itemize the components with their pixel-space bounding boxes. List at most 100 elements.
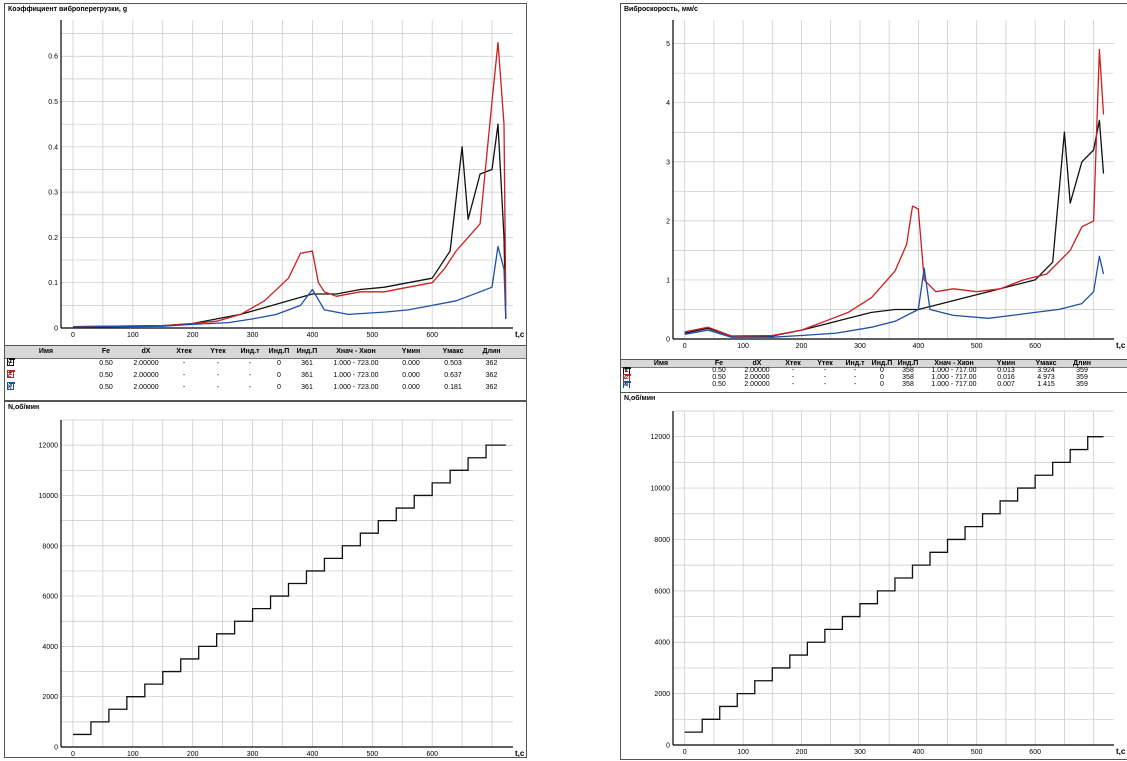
series-index-badge: 2 [623, 374, 631, 381]
accel-y-tick-label: 0.6 [48, 54, 58, 61]
accel-table-row-z[interactable]: 2 Z 0.50 2.00000 - - - 0 361 1.000 - 723.00 0.000 0… [5, 370, 526, 382]
series-index-badge: 3 [7, 382, 15, 390]
accel-table-col-header: Имя [38, 348, 54, 355]
accel-y-tick-label: 0.4 [48, 144, 58, 151]
velocity-chart-title: Виброскорость, мм/с [624, 6, 698, 13]
rpm-left-x-tick-label: 400 [307, 751, 319, 757]
accel-x-tick-label: 600 [426, 332, 438, 339]
velocity-table-col-header: dX [752, 360, 762, 367]
accel-table-col-header: Инд.П [268, 348, 290, 355]
velocity-table-cell: 0.007 [997, 381, 1015, 388]
accel-table-cell: - [182, 372, 186, 379]
accel-table-cell: 362 [485, 360, 498, 367]
rpm-right-x-tick-label: 100 [737, 749, 749, 756]
accel-table-col-header: Xтек [176, 348, 192, 355]
accel-table-cell: 0.000 [402, 360, 420, 367]
velocity-series-z-line [684, 48, 1105, 337]
series-line-swatch-icon [9, 382, 15, 384]
velocity-table-cell: - [853, 367, 857, 374]
velocity-table-cell: 4.973 [1037, 374, 1055, 381]
velocity-table-row-y[interactable]: 1 Y 0.50 2.00000 - - - 0 358 1.000 - 717.00 0.013 3… [621, 367, 1127, 374]
velocity-x-tick-label: 500 [971, 343, 983, 350]
accel-table-cell: 1.000 - 723.00 [333, 372, 379, 379]
accel-table-cell: 0 [277, 360, 281, 367]
accel-table-row-y[interactable]: 1 Y 0.50 2.00000 - - - 0 361 1.000 - 723.00 0.000 0… [5, 358, 526, 370]
accel-chart-title: Коэффициент виброперегрузки, g [8, 6, 128, 13]
rpm-left-x-tick-label: 500 [366, 751, 378, 757]
velocity-table-col-header: Длин [1073, 360, 1091, 367]
velocity-table-row-x[interactable]: 3 X 0.50 2.00000 - - - 0 358 1.000 - 717.00 0.007 1… [621, 381, 1127, 388]
velocity-y-tick-label: 2 [666, 218, 670, 225]
accel-table-col-header: Yмакс [442, 348, 464, 355]
series-name: X [623, 381, 628, 388]
accel-table-cell: - [182, 384, 186, 391]
velocity-table-cell: 0 [880, 367, 884, 374]
velocity-table-cell: 1.000 - 717.00 [931, 381, 977, 388]
velocity-chart-panel: Виброскорость, мм/с 0 100 200 300 400 500 600 0… [620, 3, 1127, 360]
accel-table-cell: 362 [485, 384, 498, 391]
series-line-swatch-icon [625, 374, 631, 376]
rpm-left-x-tick-label: 300 [247, 751, 259, 757]
accel-table-row-x[interactable]: 3 X 0.50 2.00000 - - - 0 361 1.000 - 723.00 0.000 0… [5, 382, 526, 394]
accel-table-cell: 362 [485, 372, 498, 379]
rpm-right-y-tick-label: 12000 [651, 434, 671, 441]
accel-table-cell: 0.000 [402, 372, 420, 379]
velocity-table-cell: 1.000 - 717.00 [931, 374, 977, 381]
accel-table-col-header: Xнач - Xкон [336, 348, 376, 355]
series-index-badge: 1 [7, 358, 15, 366]
rpm-right-x-tick-label: 500 [971, 749, 983, 756]
rpm-right-x-tick-label: 200 [796, 749, 808, 756]
accel-table-cell: 0 [277, 372, 281, 379]
rpm-right-y-tick-label: 4000 [654, 640, 670, 647]
velocity-table-cell: 3.924 [1037, 367, 1055, 374]
rpm-chart-title-right: N,об/мин [624, 395, 656, 402]
velocity-table-row-z[interactable]: 2 Z 0.50 2.00000 - - - 0 358 1.000 - 717.00 0.016 4… [621, 374, 1127, 381]
velocity-table-cell: - [791, 381, 795, 388]
velocity-table-cell: 2.00000 [744, 381, 770, 388]
rpm-left-x-tick-label: 0 [71, 751, 75, 757]
rpm-right-x-tick-label: 600 [1029, 749, 1041, 756]
rpm-left-y-tick-label: 8000 [42, 543, 58, 550]
velocity-table-header: Имя Fe dX Xтек Yтек Инд.т Инд.П Инд.П Xнач - Xко… [621, 360, 1127, 368]
rpm-left-y-tick-label: 12000 [39, 443, 59, 450]
velocity-x-tick-label: 600 [1029, 343, 1041, 350]
velocity-table-cell: - [853, 381, 857, 388]
velocity-table-cell: 358 [902, 381, 914, 388]
series-name: X [7, 384, 12, 391]
accel-table-col-header: Fe [101, 348, 111, 355]
rpm-right-x-tick-label: 400 [912, 749, 924, 756]
accel-table-col-header: Инд.т [240, 348, 260, 355]
accel-table-cell: 0.50 [99, 360, 113, 367]
velocity-table-cell: 359 [1076, 367, 1088, 374]
rpm-right-x-tick-label: 0 [683, 749, 687, 756]
velocity-x-tick-label: 100 [737, 343, 749, 350]
accel-table-cell: - [182, 360, 186, 367]
velocity-table-cell: 0.013 [997, 367, 1015, 374]
accel-table-cell: - [216, 384, 220, 391]
accel-x-tick-label: 500 [366, 332, 378, 339]
velocity-table-col-header: Xнач - Xкон [934, 360, 974, 367]
rpm-chart-right: 0 100 200 300 400 500 600020004000600080001000… [651, 410, 1126, 756]
accel-table-cell: - [248, 384, 252, 391]
velocity-series-x-line [684, 255, 1105, 338]
accel-x-axis-label: t,c [515, 330, 525, 339]
accel-chart-panel: Коэффициент виброперегрузки, g 0 100 200 30… [4, 3, 527, 346]
accel-table-col-header: Длин [482, 348, 501, 355]
accel-table-cell: - [216, 360, 220, 367]
velocity-x-tick-label: 200 [796, 343, 808, 350]
series-name: Y [7, 360, 12, 367]
accel-table-cell: 2.00000 [133, 372, 159, 379]
rpm-left-y-tick-label: 4000 [42, 644, 58, 651]
accel-table-cell: 0.000 [402, 384, 420, 391]
velocity-table-col-header: Yмакс [1035, 360, 1057, 367]
velocity-table-col-header: Инд.т [845, 360, 865, 367]
accel-table-cell: 0.503 [444, 360, 462, 367]
accel-y-tick-label: 0.2 [48, 235, 58, 242]
rpm-left-x-tick-label: 100 [127, 751, 139, 757]
rpm-right-y-tick-label: 8000 [654, 537, 670, 544]
rpm-left-y-tick-label: 2000 [42, 694, 58, 701]
series-line-swatch-icon [625, 367, 631, 369]
